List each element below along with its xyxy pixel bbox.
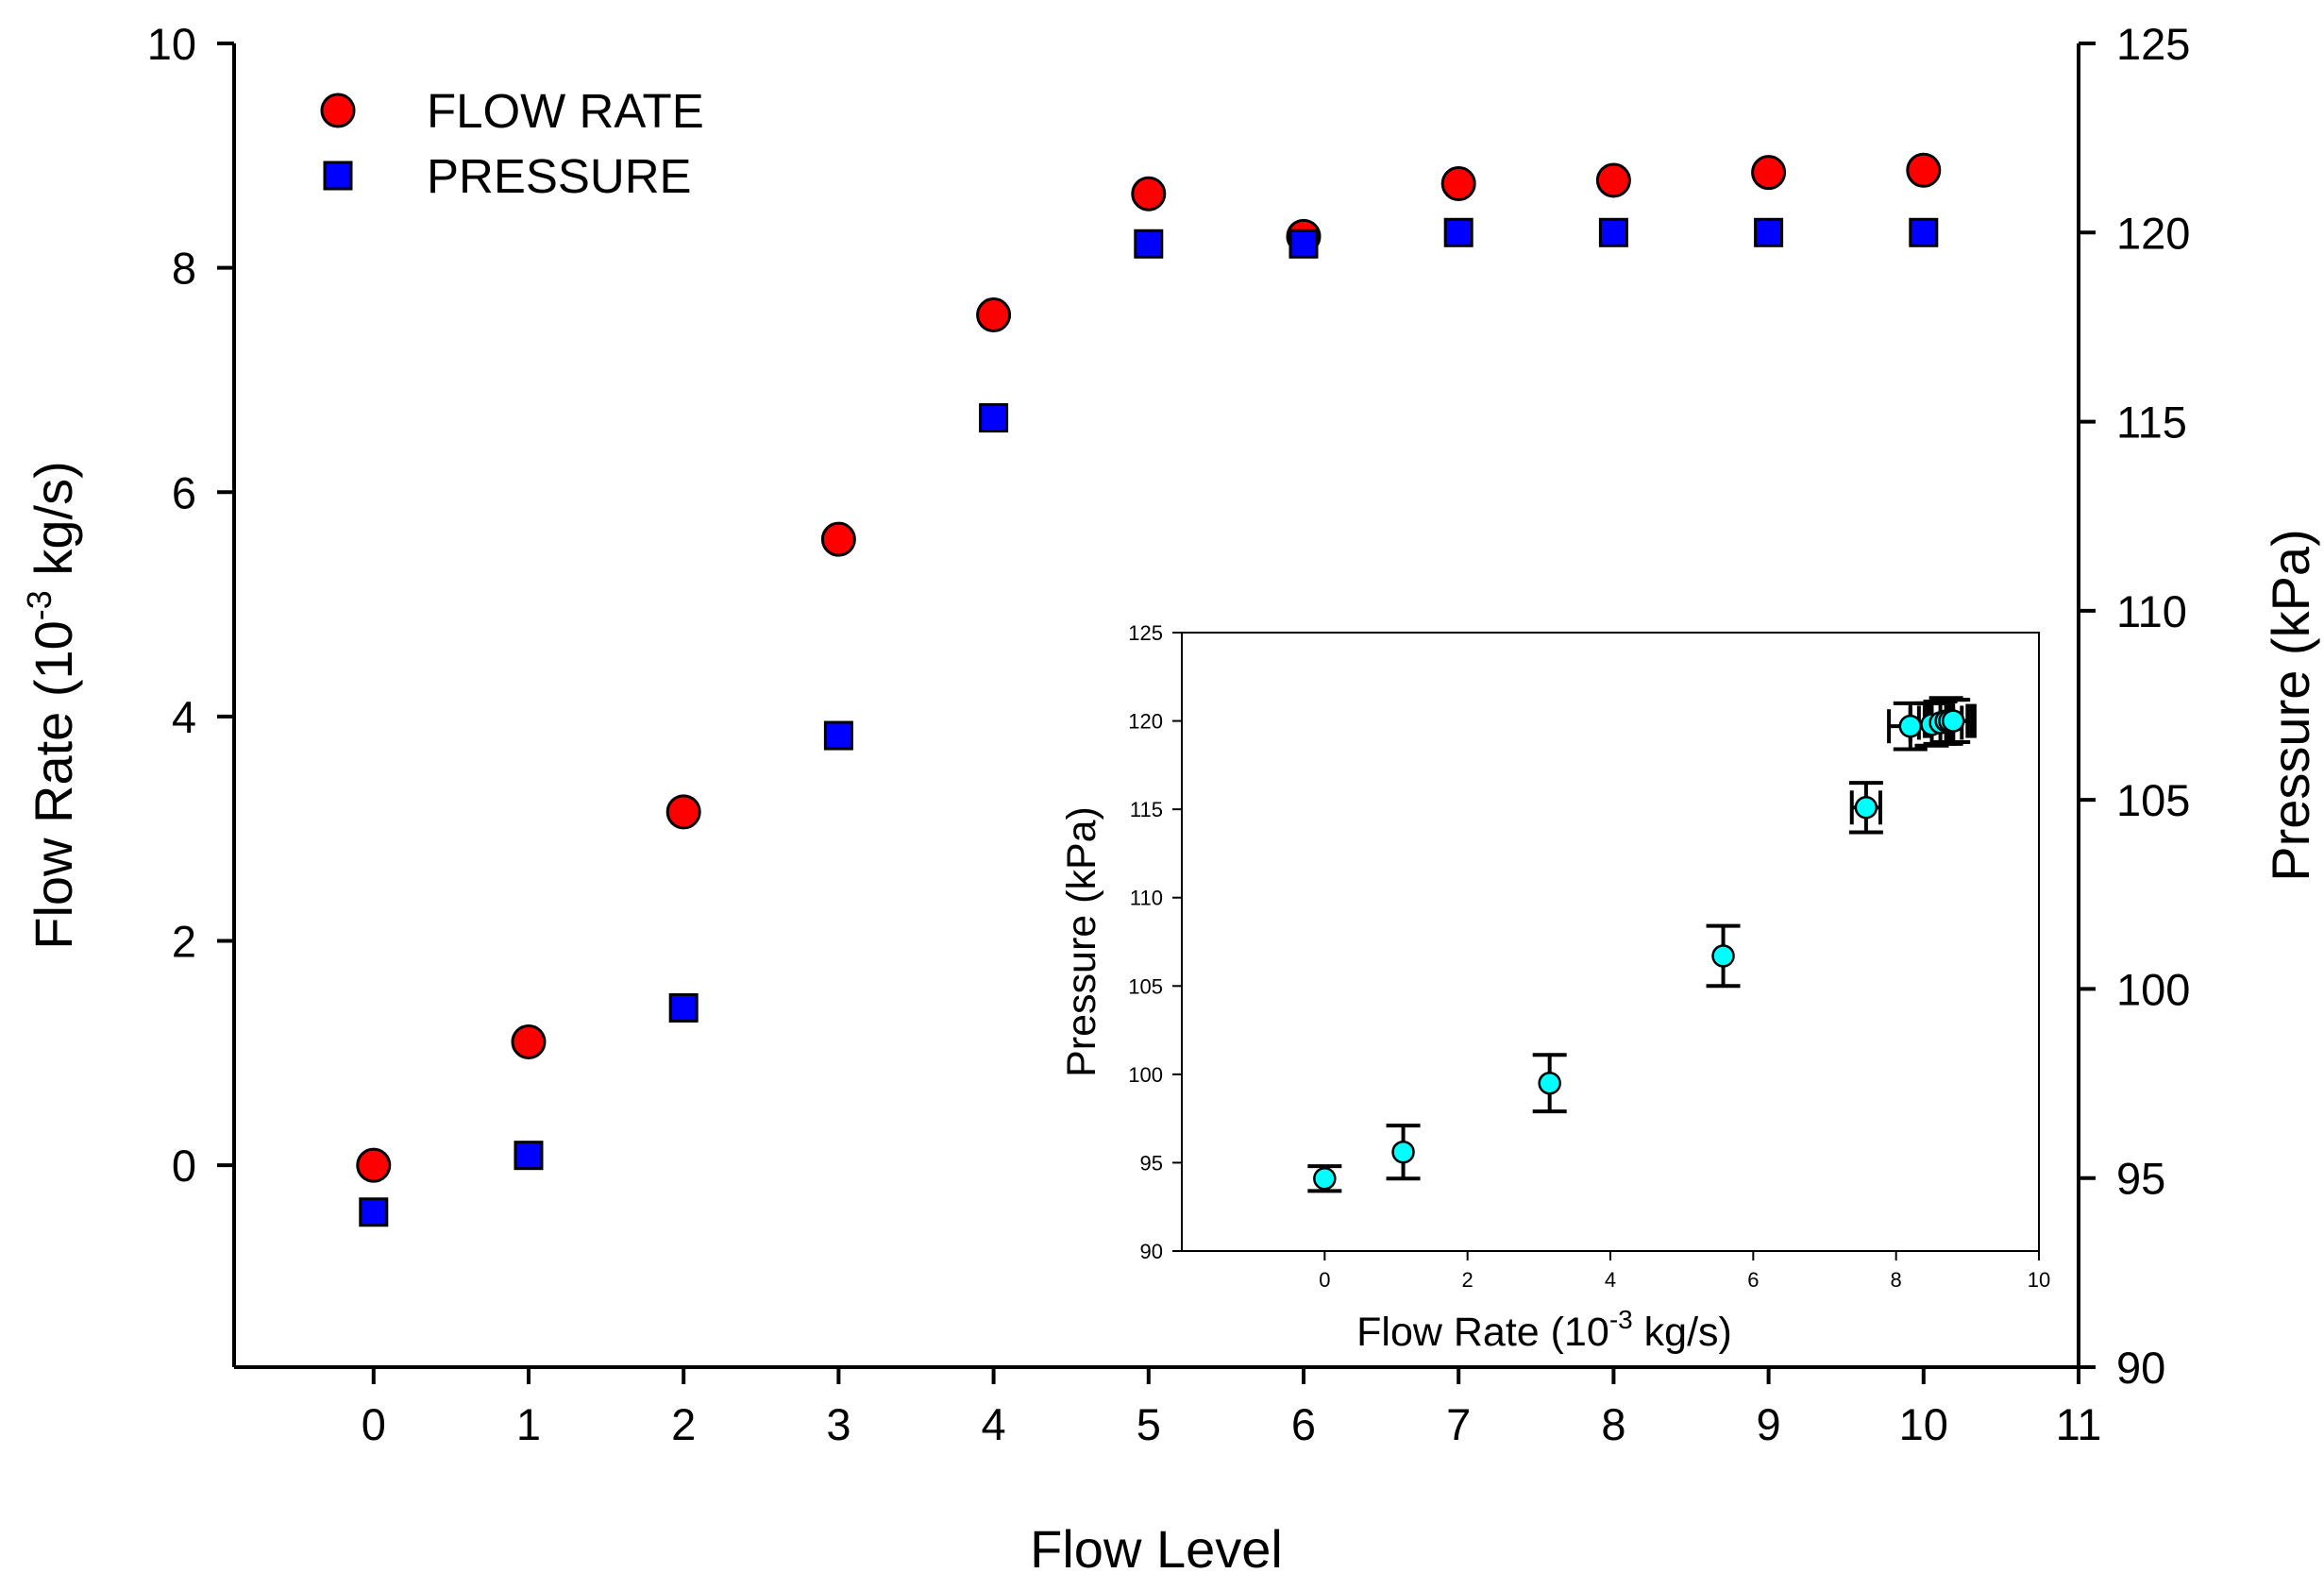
- left-y-tick-label: 2: [172, 917, 196, 967]
- inset-x-axis-title-tail: kg/s): [1633, 1310, 1732, 1355]
- pressure-point: [359, 1197, 389, 1227]
- inset-data-point: [1711, 944, 1735, 968]
- right-y-tick-label: 110: [2116, 586, 2187, 636]
- left-y-tick-label: 4: [172, 692, 196, 742]
- x-tick-label: 7: [1446, 1399, 1471, 1449]
- pressure-point: [514, 1141, 544, 1171]
- pressure-point: [1754, 217, 1784, 247]
- inset-x-axis-title-sup: -3: [1609, 1305, 1633, 1334]
- inset-data-point: [1391, 1140, 1415, 1164]
- legend-pressure-label: PRESSURE: [427, 149, 692, 203]
- inset-y-tick-label: 115: [1130, 798, 1163, 821]
- inset-data-point: [1538, 1071, 1561, 1095]
- inset-x-tick-label: 8: [1891, 1268, 1902, 1292]
- flow-rate-point: [1751, 155, 1787, 191]
- flow-rate-point: [1440, 166, 1476, 202]
- x-tick-label: 4: [982, 1399, 1006, 1449]
- right-y-tick-label: 105: [2116, 775, 2190, 825]
- pressure-point: [1443, 217, 1474, 247]
- left-y-tick-label: 6: [172, 467, 196, 517]
- left-y-axis-title-main: Flow Rate (10: [24, 620, 83, 950]
- left-y-tick-label: 10: [147, 19, 196, 69]
- x-tick-label: 0: [362, 1399, 386, 1449]
- inset-y-tick-label: 125: [1128, 621, 1163, 645]
- left-y-axis-title-tail: kg/s): [24, 461, 83, 590]
- right-y-tick-label: 120: [2116, 208, 2190, 258]
- right-y-tick-label: 95: [2116, 1154, 2165, 1204]
- pressure-point: [979, 403, 1009, 433]
- flow-rate-point: [976, 297, 1012, 333]
- inset-x-tick-label: 0: [1319, 1268, 1330, 1292]
- inset-x-tick-label: 4: [1605, 1268, 1616, 1292]
- left-y-tick-label: 8: [172, 244, 196, 294]
- inset-x-tick-label: 2: [1462, 1268, 1474, 1292]
- x-tick-label: 10: [1899, 1399, 1948, 1449]
- x-tick-label: 9: [1757, 1399, 1781, 1449]
- x-tick-label: 2: [671, 1399, 696, 1449]
- left-y-axis-title: Flow Rate (10-3 kg/s): [20, 461, 83, 950]
- inset-x-axis-title-main: Flow Rate (10: [1356, 1310, 1609, 1355]
- flow-rate-point: [511, 1023, 547, 1059]
- pressure-point: [668, 992, 699, 1023]
- flow-rate-point: [665, 794, 701, 830]
- inset-y-tick-label: 100: [1128, 1063, 1163, 1087]
- right-y-axis-title: Pressure (kPa): [2261, 529, 2320, 881]
- inset-y-tick-label: 120: [1128, 710, 1163, 734]
- inset-y-tick-label: 95: [1140, 1151, 1163, 1175]
- x-tick-label: 11: [2056, 1399, 2102, 1449]
- flow-rate-point: [820, 521, 856, 557]
- flow-rate-point: [356, 1147, 392, 1183]
- inset-data-point: [1313, 1167, 1337, 1191]
- right-y-tick-label: 125: [2116, 19, 2190, 69]
- pressure-point: [1598, 217, 1628, 247]
- inset-data-point: [1854, 796, 1878, 820]
- inset-data-point: [1941, 709, 1965, 733]
- left-y-axis-title-sup: -3: [20, 590, 59, 620]
- pressure-point: [1909, 217, 1939, 247]
- x-tick-label: 6: [1291, 1399, 1316, 1449]
- inset-plot-frame: [1181, 632, 2040, 1252]
- inset-y-tick-label: 105: [1128, 974, 1163, 998]
- x-tick-label: 5: [1137, 1399, 1161, 1449]
- x-tick-label: 8: [1601, 1399, 1625, 1449]
- flow-rate-point: [1906, 152, 1942, 188]
- inset-x-tick-label: 10: [2028, 1268, 2050, 1292]
- x-tick-label: 3: [826, 1399, 850, 1449]
- inset-y-tick-label: 110: [1130, 887, 1163, 910]
- flow-rate-point: [1131, 176, 1167, 211]
- legend-flow-rate-marker: [320, 93, 356, 128]
- pressure-point: [1134, 228, 1164, 259]
- legend-flow-rate-label: FLOW RATE: [427, 84, 704, 138]
- legend-pressure-marker: [323, 161, 353, 191]
- x-tick-label: 1: [516, 1399, 541, 1449]
- x-axis-title: Flow Level: [1030, 1519, 1283, 1573]
- inset-y-tick-label: 90: [1140, 1240, 1163, 1263]
- right-y-tick-label: 115: [2116, 397, 2187, 448]
- pressure-point: [1288, 228, 1319, 259]
- pressure-point: [823, 720, 853, 751]
- flow-rate-point: [1595, 162, 1631, 198]
- inset-y-axis-title: Pressure (kPa): [1059, 806, 1104, 1077]
- inset-data-point: [1898, 714, 1923, 738]
- inset-x-tick-label: 6: [1747, 1268, 1759, 1292]
- right-y-tick-label: 90: [2116, 1343, 2165, 1393]
- left-y-tick-label: 0: [172, 1141, 196, 1191]
- right-y-tick-label: 100: [2116, 964, 2190, 1014]
- inset-x-axis-title: Flow Rate (10-3 kg/s): [1356, 1305, 1732, 1355]
